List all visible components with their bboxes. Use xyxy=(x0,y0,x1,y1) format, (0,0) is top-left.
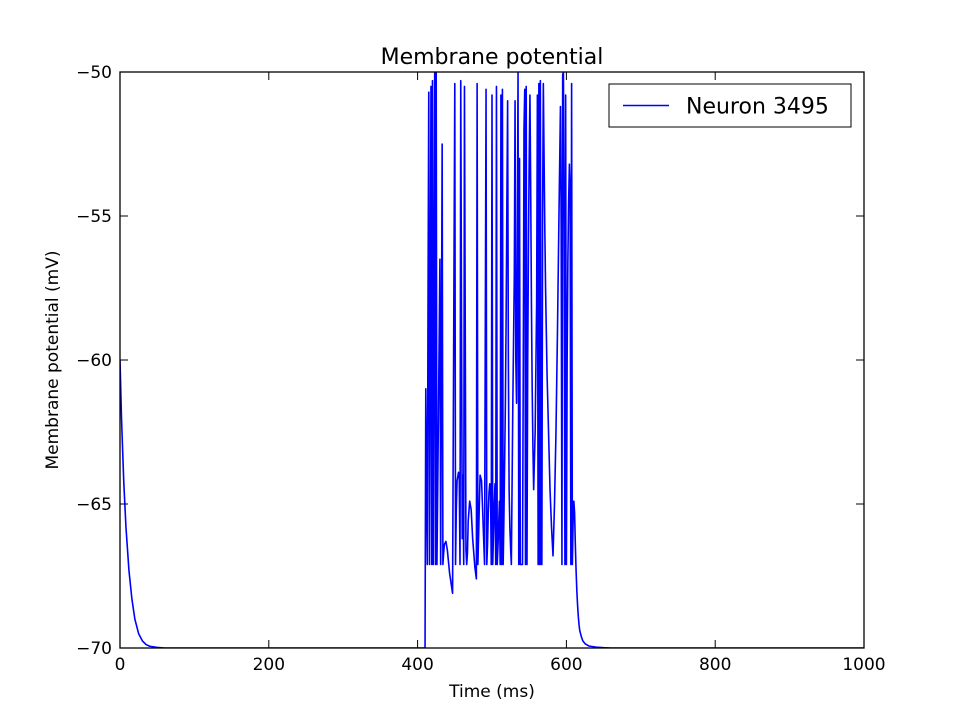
y-axis-label: Membrane potential (mV) xyxy=(43,251,63,470)
y-tick-label: −60 xyxy=(76,351,112,371)
y-tick-label: −50 xyxy=(76,63,112,83)
x-tick-label: 800 xyxy=(699,655,731,675)
y-tick-label: −65 xyxy=(76,495,112,515)
series-line-0 xyxy=(120,72,864,648)
y-tick-label: −70 xyxy=(76,639,112,659)
x-tick-label: 200 xyxy=(253,655,285,675)
x-tick-label: 1000 xyxy=(842,655,885,675)
x-tick-label: 0 xyxy=(115,655,126,675)
plot-frame xyxy=(119,71,865,649)
x-tick-label: 600 xyxy=(550,655,582,675)
legend-entry-label: Neuron 3495 xyxy=(686,95,829,120)
y-tick-label: −55 xyxy=(76,207,112,227)
x-tick-label: 400 xyxy=(401,655,433,675)
x-axis-label: Time (ms) xyxy=(448,682,535,702)
chart-title: Membrane potential xyxy=(381,45,604,70)
